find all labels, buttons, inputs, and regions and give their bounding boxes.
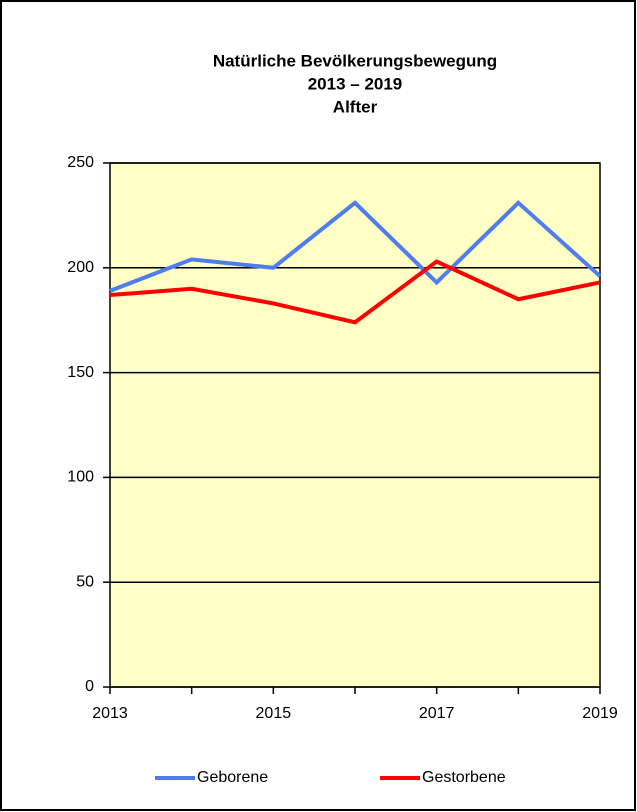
legend-label: Gestorbene — [422, 769, 506, 786]
x-tick-label: 2017 — [419, 705, 455, 722]
x-tick-label: 2015 — [256, 705, 292, 722]
y-tick-label: 0 — [85, 678, 94, 695]
x-tick-label: 2019 — [582, 705, 618, 722]
line-series — [109, 259, 601, 325]
chart-title: 2013 – 2019 — [308, 74, 403, 93]
y-tick-label: 250 — [67, 154, 94, 171]
y-tick-label: 200 — [67, 259, 94, 276]
chart-title: Natürliche Bevölkerungsbewegung — [213, 51, 497, 70]
y-tick-label: 150 — [67, 364, 94, 381]
line-series — [109, 200, 602, 293]
plot-border — [109, 162, 601, 688]
plot-area — [110, 163, 600, 687]
y-tick-label: 50 — [76, 573, 94, 590]
x-tick-label: 2013 — [92, 705, 128, 722]
chart-title: Alfter — [333, 97, 378, 116]
y-tick-label: 100 — [67, 469, 94, 486]
legend-label: Geborene — [197, 769, 268, 786]
